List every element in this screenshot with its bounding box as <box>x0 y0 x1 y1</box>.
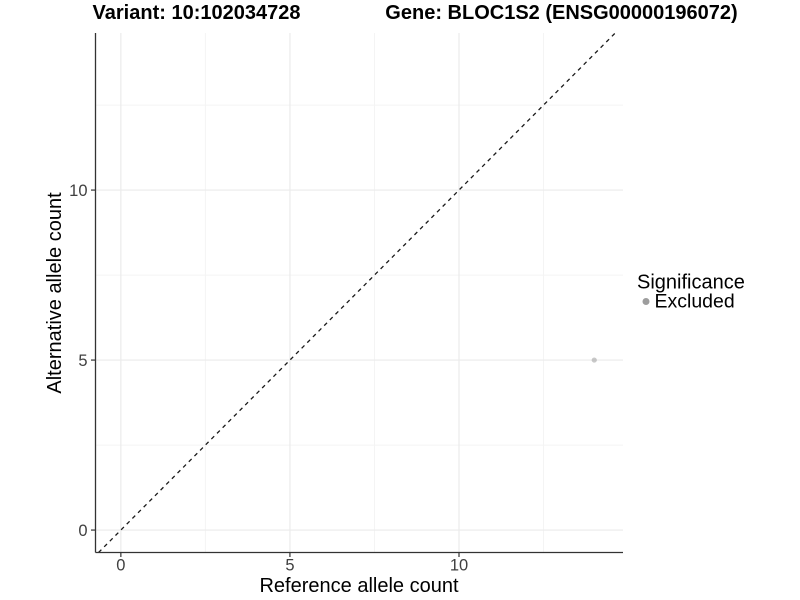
ticks-layer: 0 5 10 0 5 10 <box>69 182 468 575</box>
gridlines-major <box>95 33 623 553</box>
y-tick-label: 5 <box>78 352 87 370</box>
x-tick-label: 5 <box>285 557 294 575</box>
x-tick-label: 10 <box>450 557 468 575</box>
legend-key-dot <box>642 298 650 305</box>
x-tick-label: 0 <box>116 557 125 575</box>
data-points-layer <box>591 357 597 363</box>
legend-title: Significance <box>637 272 745 294</box>
y-axis-title: Alternative allele count <box>44 192 66 394</box>
gridlines-minor <box>95 33 623 553</box>
plot-title-gene: Gene: BLOC1S2 (ENSG00000196072) <box>385 2 737 24</box>
data-point <box>591 357 597 363</box>
axes-layer <box>94 33 623 554</box>
y-tick-label: 10 <box>69 182 87 200</box>
x-axis-title: Reference allele count <box>259 575 458 597</box>
identity-dashed-line <box>98 32 616 553</box>
identity-line-layer <box>98 32 616 553</box>
legend: Significance Excluded <box>637 272 745 313</box>
y-tick-label: 0 <box>78 522 87 540</box>
legend-item-label: Excluded <box>655 291 735 313</box>
plot-title-variant: Variant: 10:102034728 <box>93 2 301 24</box>
